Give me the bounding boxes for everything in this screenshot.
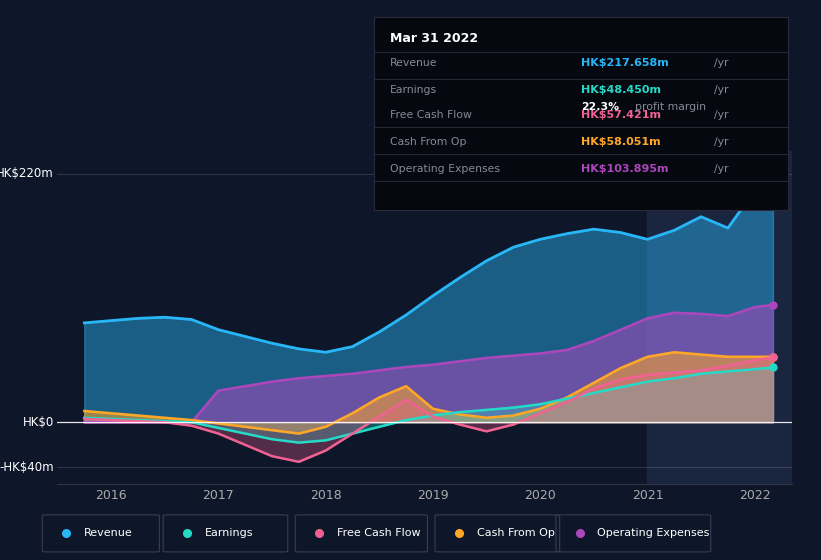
Text: Free Cash Flow: Free Cash Flow bbox=[337, 529, 420, 538]
Text: Earnings: Earnings bbox=[390, 85, 438, 95]
Text: /yr: /yr bbox=[713, 110, 728, 120]
Text: HK$0: HK$0 bbox=[22, 416, 54, 429]
Text: HK$57.421m: HK$57.421m bbox=[581, 110, 661, 120]
Text: HK$58.051m: HK$58.051m bbox=[581, 137, 660, 147]
Text: HK$48.450m: HK$48.450m bbox=[581, 85, 661, 95]
Text: profit margin: profit margin bbox=[635, 101, 706, 111]
Text: HK$220m: HK$220m bbox=[0, 167, 54, 180]
Text: Earnings: Earnings bbox=[204, 529, 253, 538]
Text: /yr: /yr bbox=[713, 165, 728, 174]
Text: /yr: /yr bbox=[713, 137, 728, 147]
Text: /yr: /yr bbox=[713, 85, 728, 95]
Text: Operating Expenses: Operating Expenses bbox=[390, 165, 500, 174]
Text: /yr: /yr bbox=[713, 58, 728, 68]
Text: -HK$40m: -HK$40m bbox=[0, 461, 54, 474]
Text: HK$217.658m: HK$217.658m bbox=[581, 58, 668, 68]
Bar bbox=[648, 151, 792, 484]
Text: Operating Expenses: Operating Expenses bbox=[598, 529, 710, 538]
Text: Revenue: Revenue bbox=[84, 529, 132, 538]
Text: 22.3%: 22.3% bbox=[581, 101, 619, 111]
Text: Cash From Op: Cash From Op bbox=[390, 137, 466, 147]
Text: Cash From Op: Cash From Op bbox=[477, 529, 554, 538]
Text: Free Cash Flow: Free Cash Flow bbox=[390, 110, 472, 120]
Text: Mar 31 2022: Mar 31 2022 bbox=[390, 32, 479, 45]
Text: Revenue: Revenue bbox=[390, 58, 438, 68]
Text: HK$103.895m: HK$103.895m bbox=[581, 165, 668, 174]
